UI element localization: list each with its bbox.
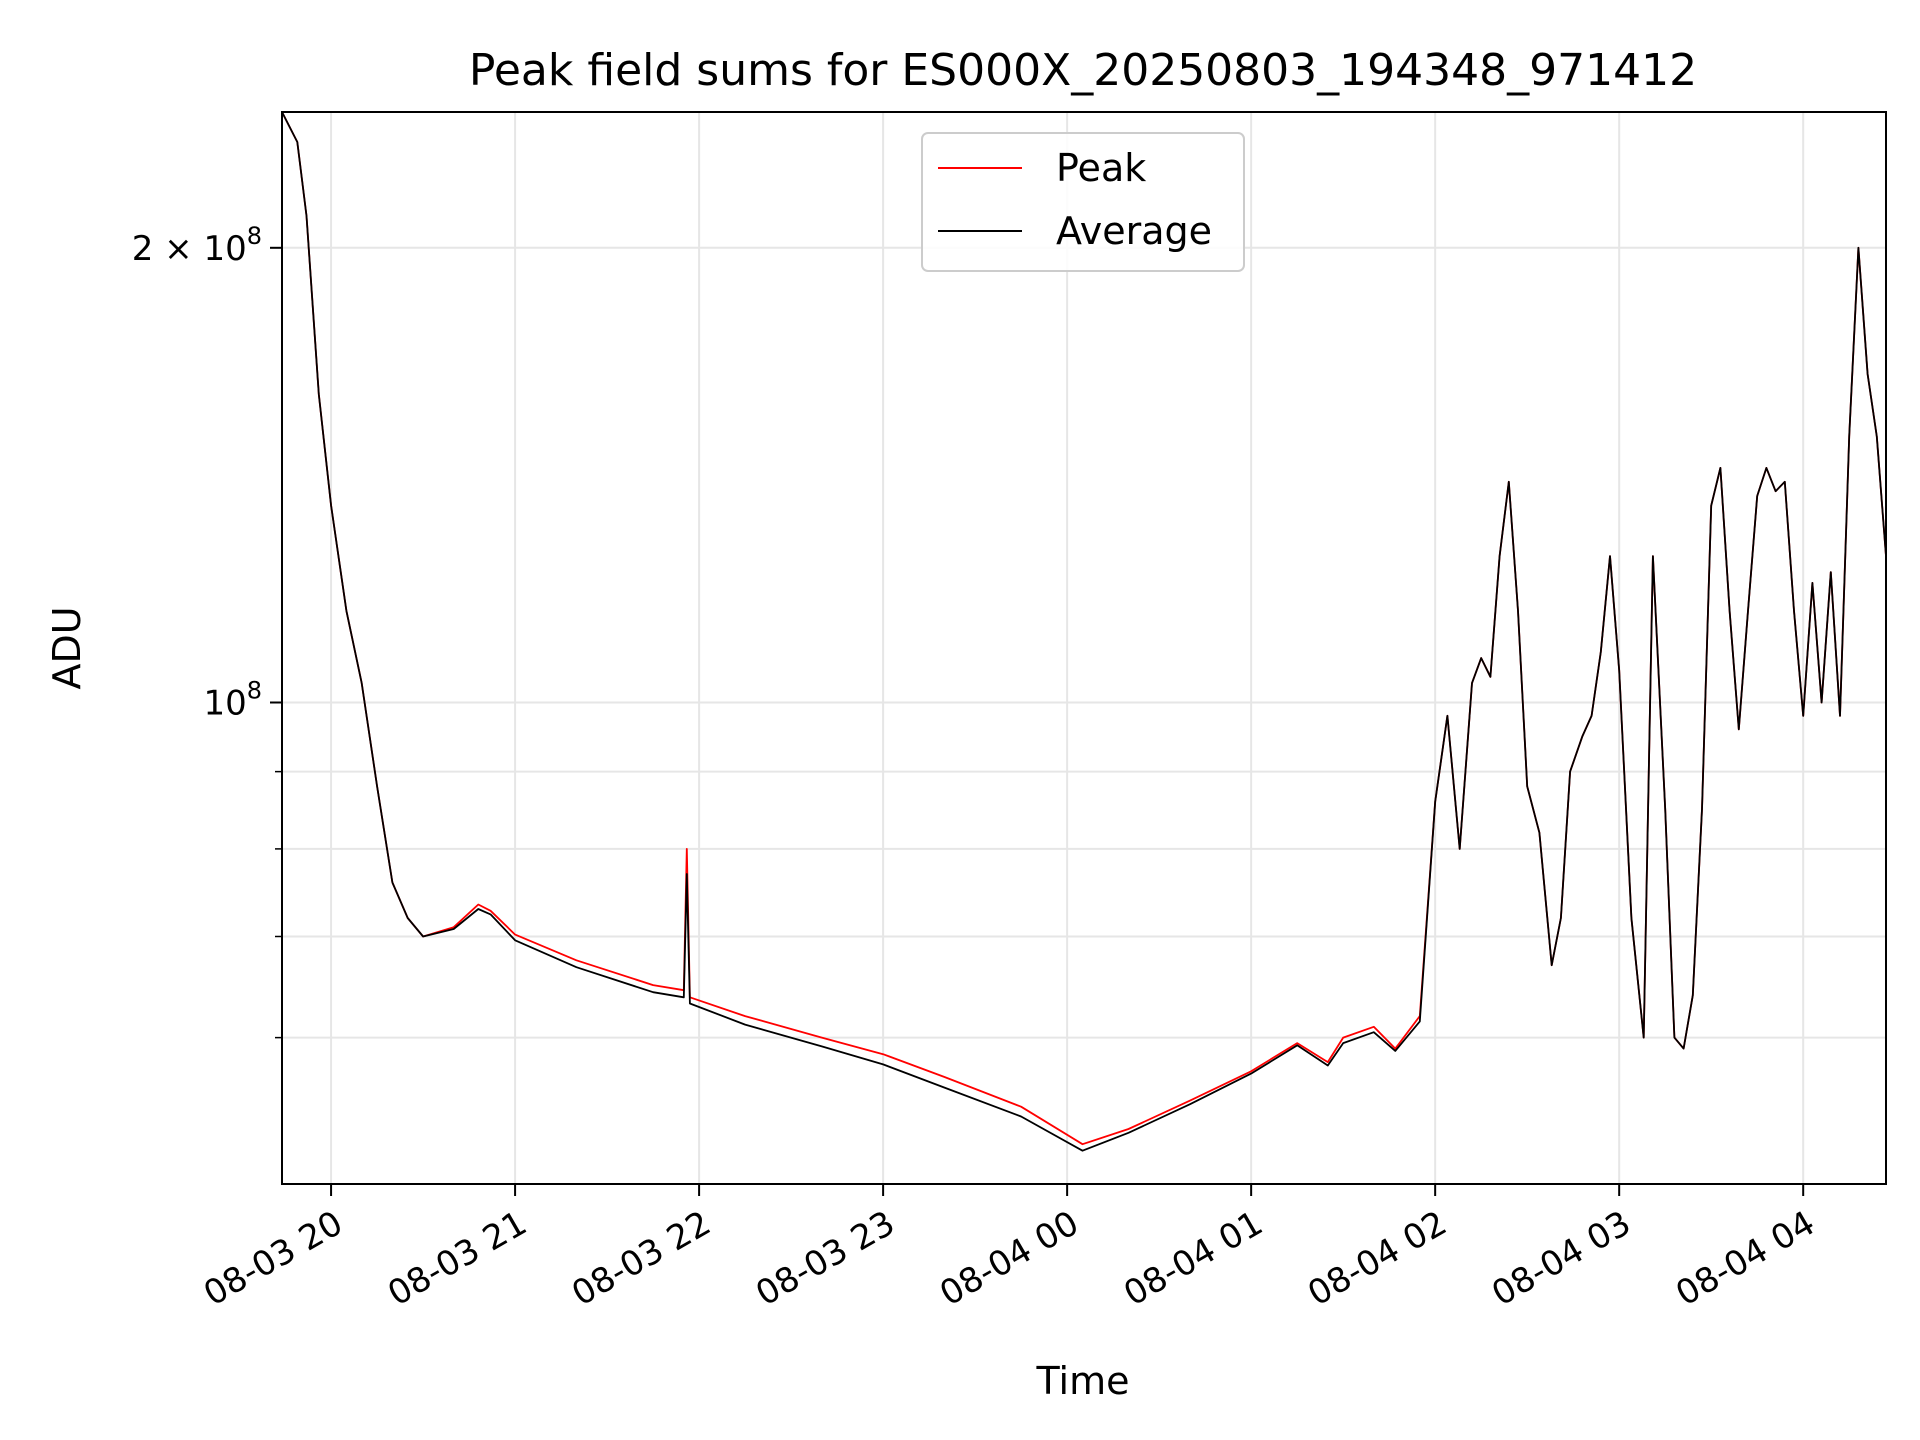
legend: Peak Average [921, 132, 1245, 272]
legend-label-peak: Peak [1056, 146, 1146, 190]
series-layer [281, 111, 1887, 1152]
chart-title: Peak field sums for ES000X_20250803_1943… [469, 45, 1697, 96]
y-tick-label-exponent: 8 [247, 222, 262, 250]
series-line-average [281, 111, 1887, 1152]
y-tick-label-exponent: 8 [247, 677, 262, 705]
x-axis-label: Time [1036, 1359, 1130, 1403]
axes-layer [270, 246, 1805, 1196]
y-axis-label: ADU [45, 606, 89, 689]
y-tick-label: 108 [203, 677, 262, 724]
plot-frame [281, 111, 1887, 1185]
y-tick-label-base: 2 × 10 [132, 229, 247, 269]
y-tick-label: 2 × 108 [132, 222, 262, 269]
y-tick-label-base: 10 [203, 684, 246, 724]
legend-label-average: Average [1056, 209, 1212, 253]
